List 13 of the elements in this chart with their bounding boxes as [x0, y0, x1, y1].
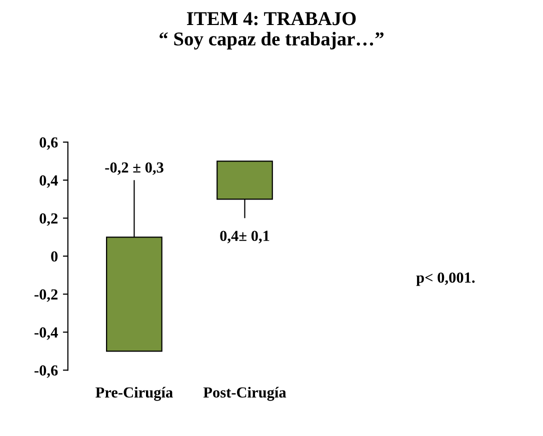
- y-tick-label: 0,6: [40, 137, 58, 150]
- chart-title: ITEM 4: TRABAJO “ Soy capaz de trabajar…”: [160, 12, 384, 50]
- x-tick-label: Pre-Cirugía: [96, 386, 173, 401]
- y-tick-label: -0,2: [34, 289, 58, 302]
- annotation: -0,2 ± 0,3: [105, 162, 164, 175]
- annotation: 0,4± 0,1: [220, 230, 270, 244]
- y-tick-label: 0,4: [40, 175, 58, 188]
- annotation: p< 0,001.: [416, 272, 475, 286]
- y-tick-label: -0,6: [34, 365, 58, 378]
- y-tick-label: 0,2: [40, 213, 58, 226]
- y-tick-label: -0,4: [34, 327, 58, 340]
- y-tick-label: 0: [51, 251, 58, 262]
- x-tick-label: Post-Cirugía: [203, 386, 286, 401]
